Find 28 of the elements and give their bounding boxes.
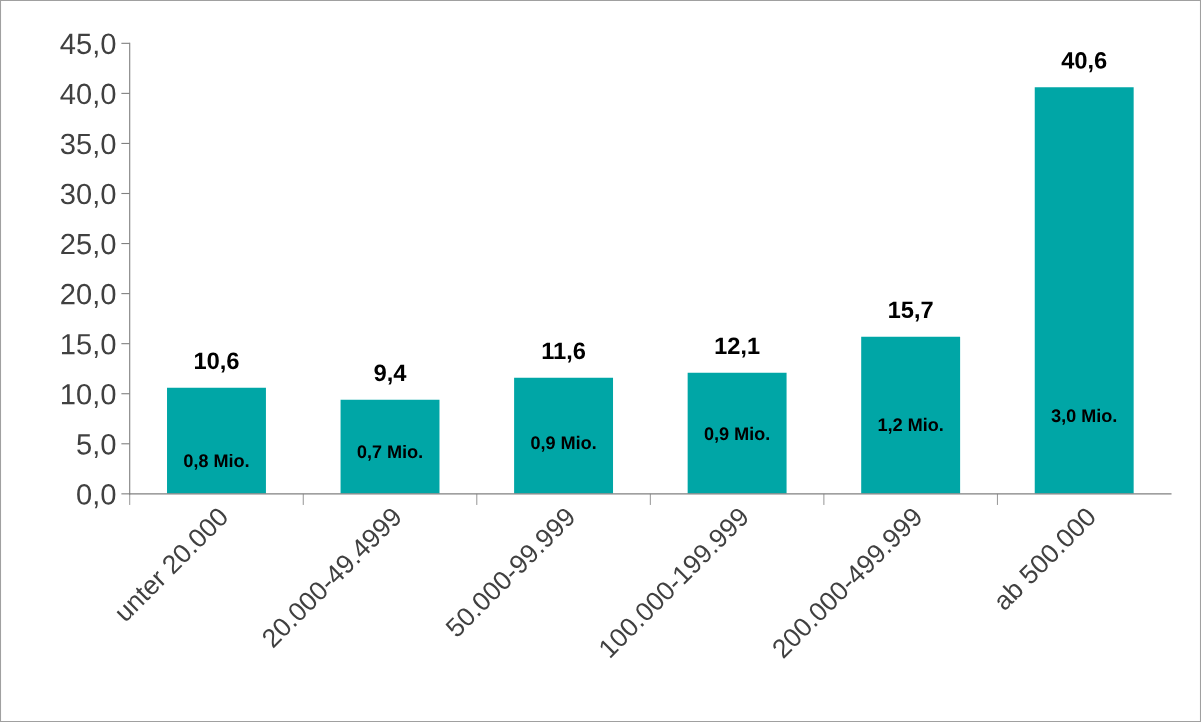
data-label: 40,6 <box>1061 52 1107 73</box>
bar <box>514 377 614 494</box>
annotation: 3,0 Mio. <box>1051 408 1117 425</box>
data-label: 12,1 <box>715 337 760 358</box>
data-label: 11,6 <box>542 342 586 363</box>
annotation: 0,7 Mio. <box>357 444 422 461</box>
data-label: 10,6 <box>194 352 239 373</box>
y-tick-label: 5,0 <box>77 433 116 459</box>
bar <box>340 399 440 494</box>
data-label: 15,7 <box>889 301 933 322</box>
annotation: 0,9 Mio. <box>704 426 769 443</box>
bar <box>861 336 961 494</box>
y-tick-label: 40,0 <box>60 83 116 108</box>
y-tick-label: 25,0 <box>61 233 116 258</box>
annotation: 0,8 Mio. <box>184 453 249 470</box>
bar <box>687 372 787 494</box>
y-tick-label: 35,0 <box>60 133 116 158</box>
annotation: 0,9 Mio. <box>531 435 596 452</box>
y-tick-label: 30,0 <box>60 183 116 208</box>
annotation: 1,2 Mio. <box>878 417 943 434</box>
data-label: 9,4 <box>374 364 407 385</box>
y-tick-label: 10,0 <box>61 383 116 409</box>
y-tick-label: 45,0 <box>60 33 116 58</box>
bar <box>167 387 266 494</box>
y-tick-label: 0,0 <box>77 484 116 509</box>
bar <box>1034 87 1134 494</box>
y-tick-label: 20,0 <box>61 283 116 308</box>
y-tick-label: 15,0 <box>61 333 116 358</box>
